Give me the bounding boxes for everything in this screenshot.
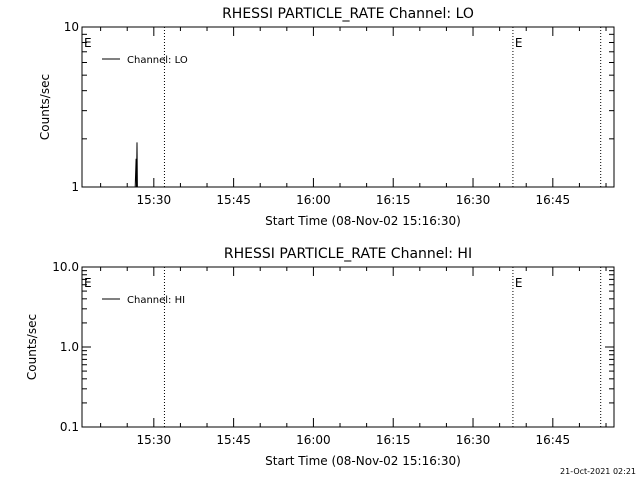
y-tick-label: 1 [71,180,79,194]
x-tick-label: 16:00 [296,433,331,447]
x-tick-label: 15:30 [137,193,172,207]
x-axis-label: Start Time (08-Nov-02 15:16:30) [265,214,461,228]
x-tick-label: 16:15 [376,193,411,207]
chart-title: RHESSI PARTICLE_RATE Channel: LO [222,6,474,22]
plot-panel-1: RHESSI PARTICLE_RATE Channel: LO 1 10 15:30… [38,6,615,228]
footer-timestamp: 21-Oct-2021 02:21 [560,467,636,476]
x-tick-label: 16:45 [536,433,571,447]
x-tick-label: 16:45 [536,193,571,207]
x-tick-label: 15:45 [216,433,251,447]
plot-panel-2: RHESSI PARTICLE_RATE Channel: HI 0.1 1.0 10… [25,246,615,468]
event-marker-label: E [84,276,92,290]
y-tick-label: 1.0 [60,340,79,354]
event-marker-label: E [515,36,523,50]
y-tick-label: 0.1 [60,420,79,434]
x-tick-label: 16:30 [456,433,491,447]
x-tick-label: 16:15 [376,433,411,447]
y-axis-label: Counts/sec [25,314,39,380]
chart-title: RHESSI PARTICLE_RATE Channel: HI [224,246,472,262]
legend-label: Channel: LO [127,55,188,66]
y-tick-label: 10.0 [52,260,79,274]
y-axis-label: Counts/sec [38,74,52,140]
legend-label: Channel: HI [127,295,185,306]
x-tick-label: 16:30 [456,193,491,207]
series-line [134,142,138,188]
event-marker-label: E [84,36,92,50]
y-tick-label: 10 [64,20,79,34]
plot-panels: RHESSI PARTICLE_RATE Channel: LO 1 10 15:30… [25,6,615,468]
x-tick-label: 15:30 [137,433,172,447]
event-marker-label: E [515,276,523,290]
plot-frame [81,26,615,188]
x-tick-label: 16:00 [296,193,331,207]
x-tick-label: 15:45 [216,193,251,207]
x-axis-label: Start Time (08-Nov-02 15:16:30) [265,454,461,468]
